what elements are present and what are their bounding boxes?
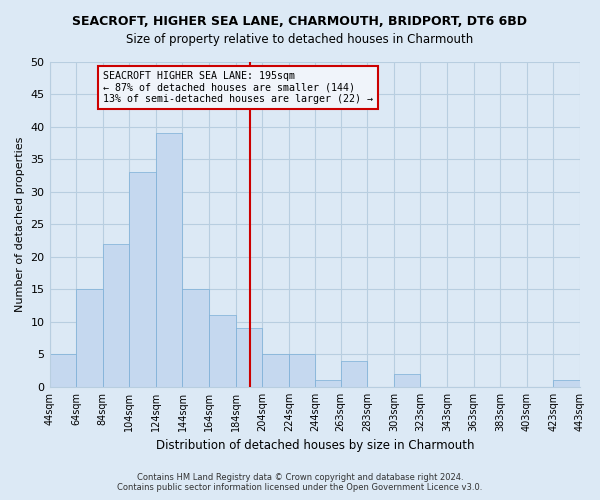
- Bar: [103, 244, 130, 387]
- Bar: [394, 374, 421, 387]
- Bar: [236, 328, 262, 387]
- Bar: [182, 290, 209, 387]
- Text: Contains HM Land Registry data © Crown copyright and database right 2024.
Contai: Contains HM Land Registry data © Crown c…: [118, 473, 482, 492]
- Text: Size of property relative to detached houses in Charmouth: Size of property relative to detached ho…: [127, 32, 473, 46]
- Text: SEACROFT, HIGHER SEA LANE, CHARMOUTH, BRIDPORT, DT6 6BD: SEACROFT, HIGHER SEA LANE, CHARMOUTH, BR…: [73, 15, 527, 28]
- Y-axis label: Number of detached properties: Number of detached properties: [15, 136, 25, 312]
- Bar: [341, 361, 367, 387]
- Bar: [289, 354, 316, 387]
- Bar: [76, 290, 103, 387]
- Bar: [316, 380, 341, 387]
- Bar: [553, 380, 580, 387]
- Bar: [209, 316, 236, 387]
- Bar: [130, 172, 156, 387]
- Bar: [262, 354, 289, 387]
- Text: SEACROFT HIGHER SEA LANE: 195sqm
← 87% of detached houses are smaller (144)
13% : SEACROFT HIGHER SEA LANE: 195sqm ← 87% o…: [103, 72, 373, 104]
- Bar: [156, 133, 182, 387]
- X-axis label: Distribution of detached houses by size in Charmouth: Distribution of detached houses by size …: [155, 440, 474, 452]
- Bar: [50, 354, 76, 387]
